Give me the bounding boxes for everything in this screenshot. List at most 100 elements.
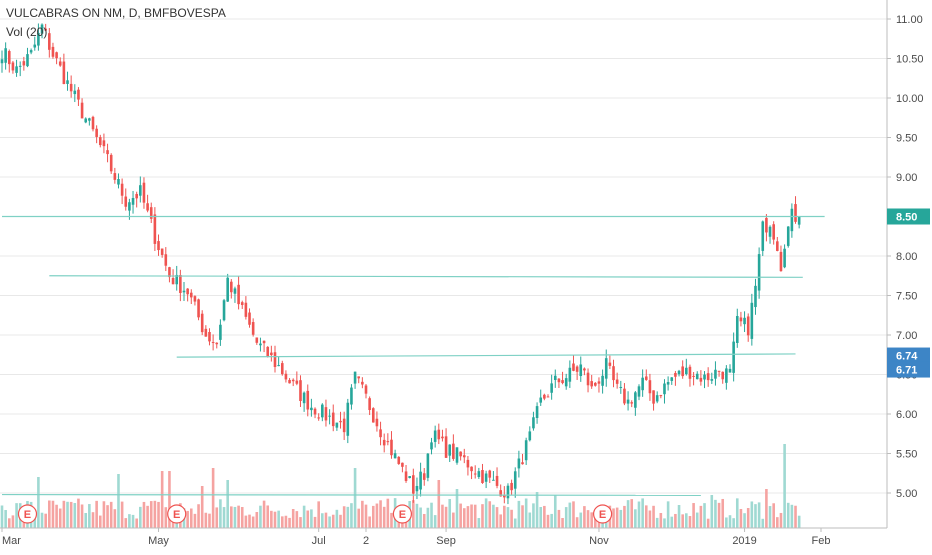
- candle: [11, 60, 15, 74]
- candle-body: [4, 48, 7, 63]
- candle-body: [44, 28, 47, 31]
- candle-body: [721, 371, 725, 380]
- candle: [317, 413, 320, 421]
- candle-body: [557, 378, 561, 383]
- trendlines[interactable]: [1, 215, 825, 496]
- candle: [175, 265, 179, 291]
- volume-bar: [550, 513, 553, 528]
- candle: [248, 308, 251, 328]
- volume-bar: [717, 502, 721, 528]
- candle: [703, 371, 706, 389]
- candle: [4, 42, 7, 70]
- candle: [230, 279, 233, 299]
- volume-bar: [4, 510, 7, 528]
- candle-body: [408, 476, 411, 479]
- candle: [273, 345, 277, 373]
- candle-body: [717, 370, 721, 372]
- volume-bar: [495, 507, 499, 528]
- earnings-circle: [392, 504, 412, 524]
- candle: [594, 382, 597, 387]
- volume-bar: [695, 512, 699, 528]
- candle-body: [441, 436, 444, 439]
- volume-bar: [321, 513, 324, 528]
- volume-bar: [659, 512, 663, 528]
- candle-body: [113, 173, 117, 180]
- candle: [655, 391, 659, 404]
- candle-body: [419, 471, 422, 490]
- candle: [237, 276, 240, 310]
- candle-body: [51, 46, 55, 57]
- volume-bar: [357, 508, 361, 528]
- volume-bar: [506, 507, 510, 528]
- candle-body: [455, 447, 459, 463]
- candle-body: [415, 485, 419, 492]
- candle: [29, 48, 33, 55]
- candle-body: [175, 274, 179, 285]
- candle: [131, 190, 135, 214]
- candle: [295, 371, 299, 386]
- volume-bar: [561, 518, 564, 528]
- candle-body: [568, 367, 572, 382]
- candle: [58, 57, 62, 67]
- candle-body: [703, 374, 706, 380]
- volume-bar: [539, 507, 543, 528]
- candle: [652, 390, 655, 411]
- candle: [306, 384, 310, 417]
- candle: [797, 215, 801, 229]
- volume-bar: [346, 506, 350, 528]
- candle-body: [179, 275, 182, 293]
- earnings-label: E: [399, 509, 406, 521]
- candle-body: [459, 451, 462, 457]
- candle: [404, 465, 408, 483]
- candle-body: [652, 390, 655, 404]
- volume-bar: [237, 505, 240, 528]
- candle-body: [135, 193, 138, 199]
- candle-body: [48, 33, 51, 50]
- candle-body: [499, 490, 502, 497]
- volume-bar: [51, 500, 55, 528]
- candle-body: [270, 352, 273, 356]
- candle: [575, 365, 579, 380]
- candle-body: [539, 397, 543, 403]
- candle: [710, 372, 714, 384]
- volume-bar: [48, 500, 51, 528]
- candle-body: [513, 471, 517, 489]
- candle: [299, 375, 302, 407]
- candle-body: [728, 368, 732, 373]
- volume-bar: [397, 518, 401, 528]
- candle-body: [761, 221, 765, 251]
- volume-bar: [317, 501, 320, 528]
- candle-body: [124, 196, 128, 207]
- candle-body: [382, 439, 386, 446]
- candle-body: [739, 317, 743, 322]
- candle: [397, 456, 401, 465]
- earnings-marker: E: [592, 504, 613, 524]
- volume-bar: [219, 499, 222, 528]
- candle-body: [368, 398, 371, 411]
- candle-body: [783, 248, 786, 268]
- candle: [331, 404, 335, 432]
- candle-body: [302, 392, 306, 404]
- time-tick-label: Mar: [2, 535, 21, 547]
- volume-bar: [390, 512, 393, 528]
- candle-body: [73, 90, 77, 95]
- candle: [120, 178, 124, 205]
- candle-body: [95, 128, 98, 137]
- candle: [510, 479, 513, 496]
- candle: [84, 117, 88, 124]
- volume-bar: [725, 517, 728, 528]
- price-badge: 8.50: [887, 208, 930, 225]
- volume-bar: [328, 516, 331, 528]
- candle: [754, 278, 757, 315]
- volume-bar: [699, 505, 703, 528]
- volume-bar: [95, 500, 98, 528]
- candle-body: [619, 386, 623, 388]
- candle: [517, 450, 521, 478]
- candle-body: [572, 363, 575, 371]
- candle-body: [590, 381, 593, 387]
- candle-body: [321, 404, 324, 418]
- candle-body: [659, 395, 663, 397]
